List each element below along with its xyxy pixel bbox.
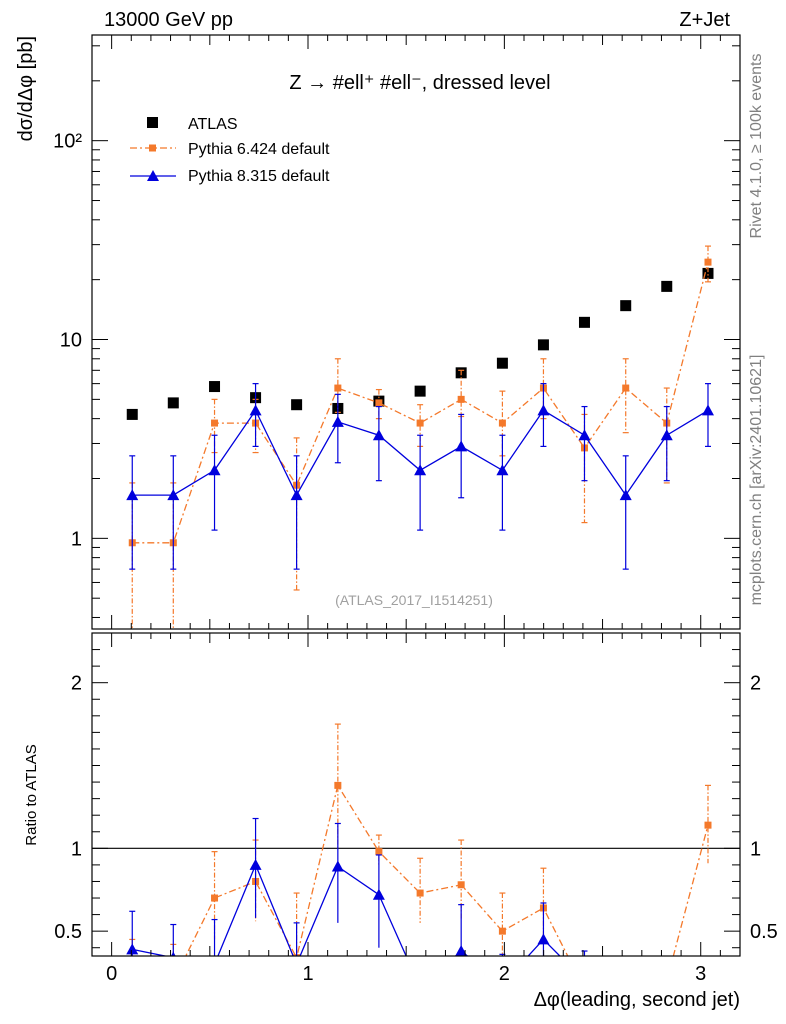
ratio-point-pythia-8-315-default [170,951,176,956]
ratio-line-pythia-8-315-default [132,863,561,956]
ratio-point-pythia-8-315-default [372,888,385,900]
x-tick-label: 3 [695,963,706,985]
ratio-y-tick-label-left: 1 [71,838,82,860]
main-point-pythia-6-424-default [498,419,506,427]
ratio-point-pythia-8-315-default [331,860,344,872]
main-y-axis-label: dσ/dΔφ [pb] [15,36,37,141]
main-point-pythia-8-315-default [249,404,262,416]
legend: ATLAS Pythia 6.424 default Pythia 8.315 … [130,116,330,185]
main-point-pythia-8-315-default [537,404,550,416]
main-point-pythia-8-315-default [414,464,427,476]
main-point-atlas [126,408,138,420]
ratio-plot-clip [92,723,740,992]
header-right-label: Z+Jet [679,9,730,31]
main-y-tick-label: 10² [53,131,82,153]
ratio-point-pythia-8-315-default [661,978,673,989]
main-point-pythia-8-315-default [701,404,714,416]
ratio-point-pythia-8-315-default [578,975,590,986]
ratio-y-axis-label: Ratio to ATLAS [23,744,40,845]
legend-label-atlas: ATLAS [188,116,238,133]
main-point-atlas [496,357,508,369]
main-line-pythia-6-424-default [132,261,709,544]
ratio-point-pythia-8-315-default [126,943,139,955]
ratio-plot-area [92,723,740,992]
x-tick-label: 0 [106,963,117,985]
main-point-pythia-8-315-default [578,429,591,441]
main-point-pythia-6-424-default [211,419,219,427]
ratio-point-pythia-6-424-default [129,973,136,980]
main-point-atlas [578,316,590,328]
main-plot-clip [126,245,714,629]
main-point-pythia-6-424-default [704,258,712,266]
ratio-point-pythia-8-315-default [249,858,262,870]
ratio-point-pythia-6-424-default [416,889,424,897]
main-point-pythia-8-315-default [126,489,139,501]
main-y-tick-label: 1 [71,528,82,550]
ratio-point-pythia-6-424-default [663,977,670,984]
main-point-pythia-6-424-default [334,384,342,392]
legend-marker-pythia8 [147,170,159,181]
header-left-label: 13000 GeV pp [104,9,233,31]
ratio-point-pythia-6-424-default [334,781,342,789]
main-point-pythia-6-424-default [457,395,465,403]
main-point-pythia-8-315-default [290,489,303,501]
main-point-pythia-8-315-default [496,464,509,476]
main-plot-area [126,245,714,629]
ratio-point-pythia-8-315-default [209,958,221,969]
main-point-atlas [702,267,714,279]
ratio-point-pythia-6-424-default [211,894,219,902]
ratio-y-tick-label-left: 0.5 [54,921,82,943]
ratio-point-pythia-6-424-default [170,978,177,985]
main-point-pythia-6-424-default [622,384,630,392]
ratio-y-tick-label-right: 0.5 [750,921,778,943]
ratio-point-pythia-6-424-default [704,821,712,829]
legend-entry-atlas: ATLAS [147,116,238,133]
legend-marker-pythia6 [149,144,156,152]
ratio-y-tick-label-right: 1 [750,838,761,860]
main-point-pythia-8-315-default [167,489,180,501]
legend-label-pythia8: Pythia 8.315 default [188,168,330,185]
x-tick-label: 2 [499,963,510,985]
main-point-atlas [414,385,426,397]
ratio-point-pythia-8-315-default [291,958,303,969]
ratio-point-pythia-6-424-default [375,848,383,856]
main-point-pythia-8-315-default [372,429,385,441]
main-frame [91,34,741,630]
ratio-point-pythia-8-315-default [414,981,426,992]
legend-entry-pythia6: Pythia 6.424 default [130,141,330,158]
main-point-pythia-8-315-default [619,489,632,501]
ratio-y-tick-label-left: 2 [71,673,82,695]
main-point-atlas [620,300,632,312]
main-point-pythia-8-315-default [331,415,344,427]
main-annotation: (ATLAS_2017_I1514251) [335,592,493,608]
legend-entry-pythia8: Pythia 8.315 default [130,168,330,185]
ratio-y-tick-label-right: 2 [750,673,761,695]
ratio-point-pythia-6-424-default [457,881,465,889]
legend-label-pythia6: Pythia 6.424 default [188,141,330,158]
main-point-pythia-6-424-default [375,399,383,407]
main-point-atlas [209,381,221,393]
main-point-pythia-8-315-default [660,429,673,441]
main-title: Z → #ell⁺ #ell⁻, dressed level [289,72,550,94]
ratio-point-pythia-8-315-default [537,933,550,945]
main-point-pythia-8-315-default [208,464,221,476]
side-label-mcplots: mcplots.cern.ch [arXiv:2401.10621] [748,355,765,606]
x-tick-label: 1 [302,963,313,985]
x-axis-label: Δφ(leading, second jet) [534,989,740,1011]
main-point-atlas [291,399,303,411]
main-point-atlas [167,397,179,409]
main-point-pythia-6-424-default [416,419,424,427]
legend-marker-atlas [147,117,158,128]
ratio-frame [91,632,741,957]
ratio-point-pythia-6-424-default [498,927,506,935]
main-point-atlas [661,280,673,292]
main-point-atlas [537,339,549,351]
axes-layer: 0 1 2 3 1 10 10² 0.5 0.5 1 1 2 2 [53,34,778,985]
main-y-tick-label: 10 [60,330,82,352]
main-point-pythia-8-315-default [455,440,468,452]
ratio-point-pythia-8-315-default [455,945,468,956]
side-label-rivet: Rivet 4.1.0, ≥ 100k events [748,54,765,239]
